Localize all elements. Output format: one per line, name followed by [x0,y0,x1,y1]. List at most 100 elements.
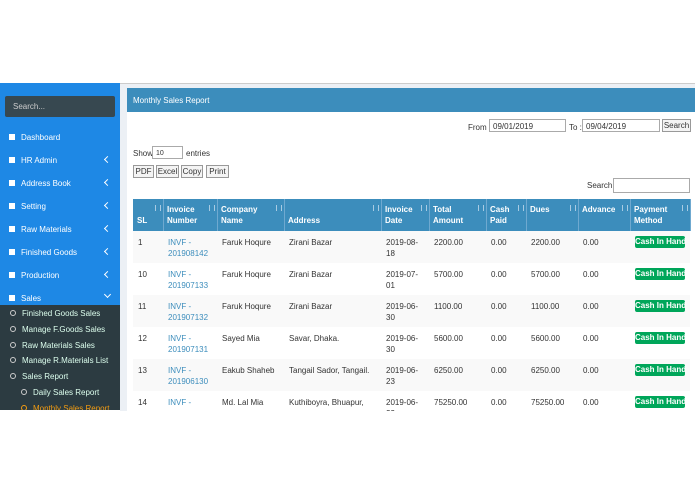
table-cell: 11 [138,302,147,311]
menu-label: Setting [21,202,46,211]
table-cell: 0.00 [583,398,599,407]
table-cell: 0.00 [583,270,599,279]
table-cell: 2019-07-01 [386,270,419,290]
search-placeholder: Search... [13,102,46,111]
export-button[interactable]: Print [206,165,229,178]
table-cell: 0.00 [491,270,507,279]
table-row: 14 INVF - Md. Lal Mia Kuthiboyra, Bhuapur, 2… [133,391,690,411]
payment-badge: Cash In Hand [635,236,687,248]
submenu-item[interactable]: Raw Materials Sales [0,338,120,352]
sort-icon [570,205,576,211]
sidebar-search[interactable]: Search... [5,96,115,117]
submenu-item[interactable]: Manage F.Goods Sales [0,322,120,336]
table-cell: 0.00 [491,366,507,375]
column-header[interactable]: Dues [530,205,550,214]
menu-item[interactable]: Finished Goods [0,243,120,261]
submenu-item[interactable]: Finished Goods Sales [0,306,120,320]
column-header[interactable]: Total Amount [433,205,464,225]
column-divider [578,199,579,231]
table-row: 12 INVF - 201907131 Sayed Mia Savar, Dhaka.… [133,327,690,360]
column-header[interactable]: Invoice Number [167,205,198,225]
sort-icon [518,205,524,211]
menu-label: Address Book [21,179,71,188]
submenu-item[interactable]: Sales Report [0,369,120,383]
table-cell: Faruk Hoqure [222,302,271,311]
menu-item[interactable]: Setting [0,197,120,215]
payment-badge: Cash In Hand [635,332,687,344]
table-cell: 12 [138,334,147,343]
submenu-icon [10,310,16,316]
column-divider [526,199,527,231]
invoice-link[interactable]: INVF - [168,398,192,407]
table-row: 1 INVF - 201908142 Faruk Hoqure Zirani Baza… [133,231,690,264]
table-cell: 5700.00 [434,270,463,279]
menu-item[interactable]: Address Book [0,174,120,192]
submenu-icon [10,341,16,348]
to-date[interactable]: 09/04/2019 [582,119,660,132]
submenu-item[interactable]: Monthly Sales Report [0,401,120,410]
submenu-item[interactable]: Manage R.Materials List [0,353,120,367]
invoice-link[interactable]: INVF - 201907131 [168,334,209,354]
content: Monthly Sales Report From : 09/01/2019 T… [120,83,695,411]
column-header[interactable]: Payment Method [634,205,668,225]
sidebar: Search... Dashboard HR Admin Address Book S… [0,83,120,410]
table-cell: 14 [138,398,147,407]
export-button[interactable]: Copy [181,165,203,178]
search-button[interactable]: Search [662,119,691,132]
table-cell: 0.00 [583,302,599,311]
from-label: From : [468,123,492,132]
panel-header: Monthly Sales Report [127,88,695,112]
invoice-link[interactable]: INVF - 201907133 [168,270,209,290]
menu-label: Dashboard [21,133,61,142]
column-header[interactable]: Advance [582,205,616,214]
table-cell: Zirani Bazar [289,302,333,311]
invoice-link[interactable]: INVF - 201908142 [168,238,209,258]
menu-item[interactable]: Raw Materials [0,220,120,238]
submenu-label: Daily Sales Report [33,388,100,397]
column-header[interactable]: Address [288,216,321,225]
table-search-input[interactable] [613,178,690,193]
column-header[interactable]: Company Name [221,205,258,225]
menu-label: Production [21,271,60,280]
table-cell: Faruk Hoqure [222,238,271,247]
table-cell: Faruk Hoqure [222,270,271,279]
submenu-icon [21,389,27,395]
from-date[interactable]: 09/01/2019 [489,119,566,132]
column-header[interactable]: Invoice Date [385,205,413,225]
column-header[interactable]: SL [137,216,148,225]
menu-icon [9,180,15,186]
invoice-link[interactable]: INVF - 201907132 [168,302,209,322]
submenu-label: Raw Materials Sales [22,340,95,350]
to-label: To : [569,123,582,132]
export-button[interactable]: PDF [133,165,154,178]
table-cell: Zirani Bazar [289,270,333,279]
export-button[interactable]: Excel [156,165,179,178]
table-cell: 10 [138,270,147,279]
menu-icon [9,249,15,255]
menu-item[interactable]: HR Admin [0,151,120,169]
menu-item[interactable]: Sales [0,289,120,307]
entries-select[interactable]: 10 [152,146,183,159]
invoice-link[interactable]: INVF - 201906130 [168,366,209,386]
submenu-item[interactable]: Daily Sales Report [0,385,120,399]
submenu-label: Manage R.Materials List [22,356,109,366]
payment-badge: Cash In Hand [635,268,687,280]
table-cell: 1100.00 [531,302,560,311]
table-cell: 0.00 [583,366,599,375]
menu-chevron [103,155,112,164]
menu-icon [9,157,15,163]
menu-item[interactable]: Dashboard [0,128,120,146]
column-divider [381,199,382,231]
menu-chevron [103,224,112,233]
table-cell: 6250.00 [434,366,463,375]
column-divider [217,199,218,231]
sort-icon [209,205,215,211]
menu-chevron [103,290,112,299]
table-cell: 0.00 [491,334,507,343]
sort-icon [478,205,484,211]
payment-badge: Cash In Hand [635,300,687,312]
menu-chevron [103,201,112,210]
submenu-label: Finished Goods Sales [22,309,101,318]
menu-item[interactable]: Production [0,266,120,284]
column-header[interactable]: Cash Paid [490,205,510,225]
